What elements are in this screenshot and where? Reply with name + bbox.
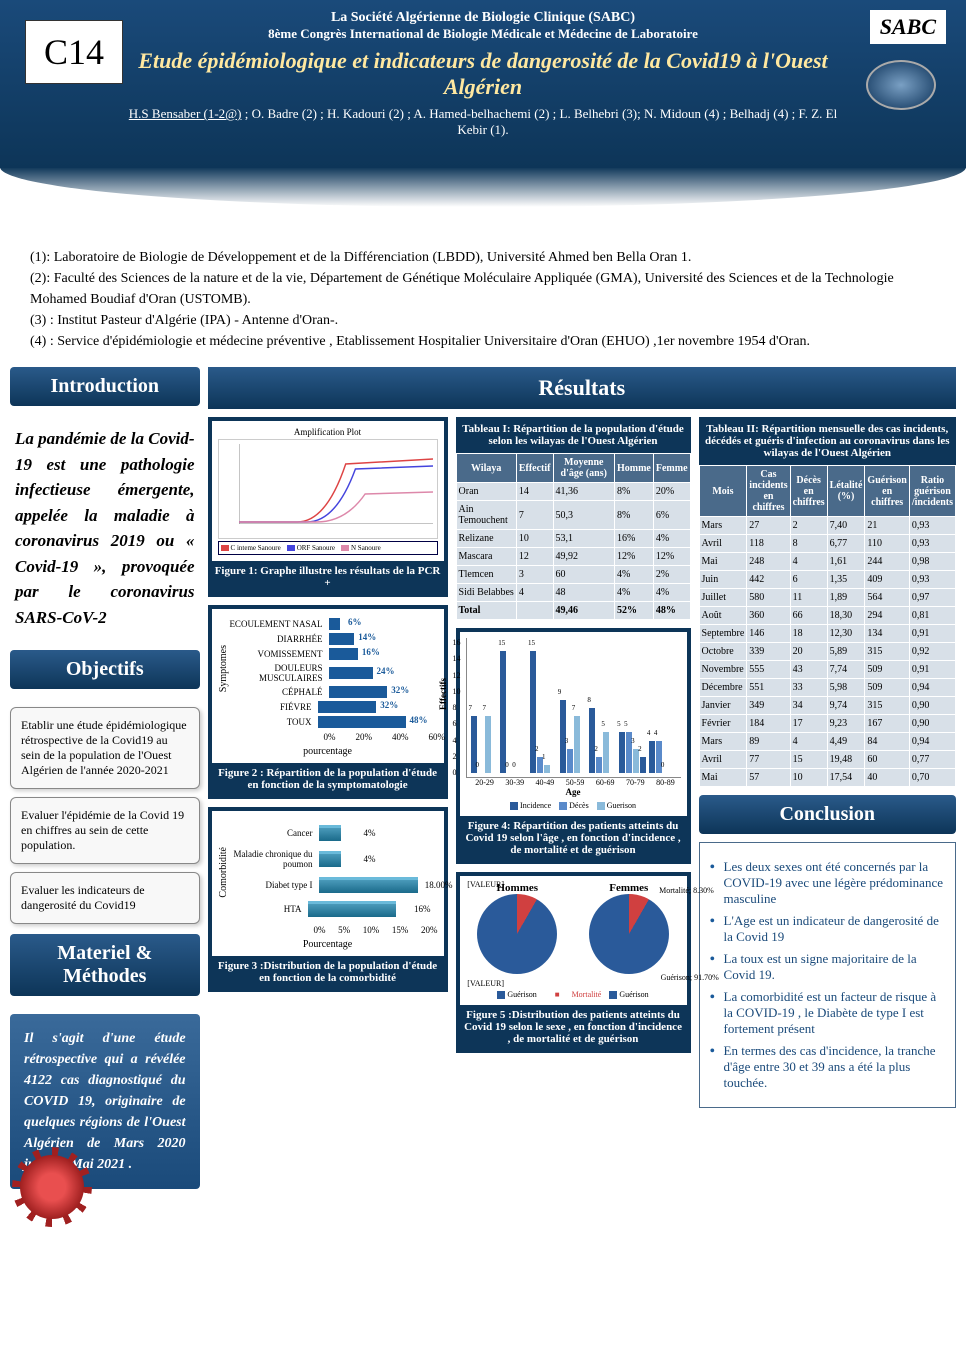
- section-resultats: Résultats: [208, 367, 956, 409]
- conclusion-box: Les deux sexes ont été concernés par la …: [699, 842, 956, 1108]
- poster-header: C14 SABC La Société Algérienne de Biolog…: [0, 0, 966, 168]
- objective-box: Etablir une étude épidémiologique rétros…: [10, 707, 200, 789]
- pcr-legend: C inteme Sanoure ORF Sanoure N Sanoure: [218, 541, 438, 555]
- table-1: Tableau I: Répartition de la population …: [456, 417, 691, 620]
- table-2: Tableau II: Répartition mensuelle des ca…: [699, 417, 956, 787]
- objective-box: Evaluer les indicateurs de dangerosité d…: [10, 872, 200, 924]
- conclusion-item: La comorbidité est un facteur de risque …: [710, 989, 945, 1037]
- header-swoosh: [0, 167, 966, 207]
- section-objectifs: Objectifs: [10, 650, 200, 689]
- section-introduction: Introduction: [10, 367, 200, 406]
- conclusion-item: L'Age est un indicateur de dangerosité d…: [710, 913, 945, 945]
- fig2-caption: Figure 2 : Répartition de la population …: [212, 763, 444, 795]
- pie-femmes: Mortalité; 8.30% Guérison; 91.70%: [589, 894, 669, 974]
- affiliations: (1): Laboratoire de Biologie de Développ…: [0, 207, 966, 367]
- pcr-amplification-chart: [218, 439, 438, 539]
- conclusion-item: La toux est un signe majoritaire de la C…: [710, 951, 945, 983]
- congress-name: 8ème Congrès International de Biologie M…: [120, 26, 846, 42]
- poster-id: C14: [25, 20, 123, 84]
- objective-box: Evaluer l'épidémie de la Covid 19 en chi…: [10, 797, 200, 864]
- pie-hommes: [VALEUR] [VALEUR]: [477, 894, 557, 974]
- age-grouped-bar-chart: 0246810121416 707150015219378255532440: [466, 638, 681, 778]
- figure-2: Symptomes ECOULEMENT NASAL6%DIARRHÉE14%V…: [208, 605, 448, 799]
- comorbidity-bar-chart: Cancer4%Maladie chronique du poumon4%Dia…: [218, 825, 438, 917]
- figure-3: Comorbidité Cancer4%Maladie chronique du…: [208, 807, 448, 992]
- organization: La Société Algérienne de Biologie Cliniq…: [120, 10, 846, 26]
- fig5-legend: Guérison ■ Mortalité Guérison: [466, 990, 681, 999]
- methods-text: Il s'agit d'une étude rétrospective qui …: [10, 1014, 200, 1189]
- sabc-logo: SABC: [870, 10, 946, 44]
- figure-1: Amplification Plot C inteme Sano: [208, 417, 448, 597]
- fig1-caption: Figure 1: Graphe illustre les résultats …: [212, 561, 444, 593]
- authors: H.S Bensaber (1-2@) ; O. Badre (2) ; H. …: [120, 106, 846, 138]
- seal-icon: [866, 60, 936, 110]
- conclusion-item: Les deux sexes ont été concernés par la …: [710, 859, 945, 907]
- introduction-text: La pandémie de la Covid-19 est une patho…: [10, 416, 200, 640]
- conclusion-item: En termes des cas d'incidence, la tranch…: [710, 1043, 945, 1091]
- section-methods: Materiel & Méthodes: [10, 934, 200, 996]
- fig4-legend: Incidence Décès Guerison: [466, 801, 681, 810]
- poster-title: Etude épidémiologique et indicateurs de …: [120, 48, 846, 100]
- figure-5: Hommes [VALEUR] [VALEUR] Femmes Mortalit…: [456, 872, 691, 1053]
- figure-4: 0246810121416 707150015219378255532440 2…: [456, 628, 691, 864]
- virus-icon: [20, 1155, 84, 1219]
- affiliation: (4) : Service d'épidémiologie et médecin…: [30, 331, 936, 352]
- fig3-caption: Figure 3 :Distribution de la population …: [212, 956, 444, 988]
- affiliation: (3) : Institut Pasteur d'Algérie (IPA) -…: [30, 310, 936, 331]
- symptoms-bar-chart: ECOULEMENT NASAL6%DIARRHÉE14%VOMISSEMENT…: [218, 618, 438, 728]
- affiliation: (2): Faculté des Sciences de la nature e…: [30, 268, 936, 310]
- coauthors: ; O. Badre (2) ; H. Kadouri (2) ; A. Ham…: [241, 106, 837, 137]
- affiliation: (1): Laboratoire de Biologie de Développ…: [30, 247, 936, 268]
- lead-author: H.S Bensaber (1-2@): [129, 106, 242, 121]
- fig5-caption: Figure 5 :Distribution des patients atte…: [460, 1005, 687, 1049]
- fig4-caption: Figure 4: Répartition des patients attei…: [460, 816, 687, 860]
- section-conclusion: Conclusion: [699, 795, 956, 834]
